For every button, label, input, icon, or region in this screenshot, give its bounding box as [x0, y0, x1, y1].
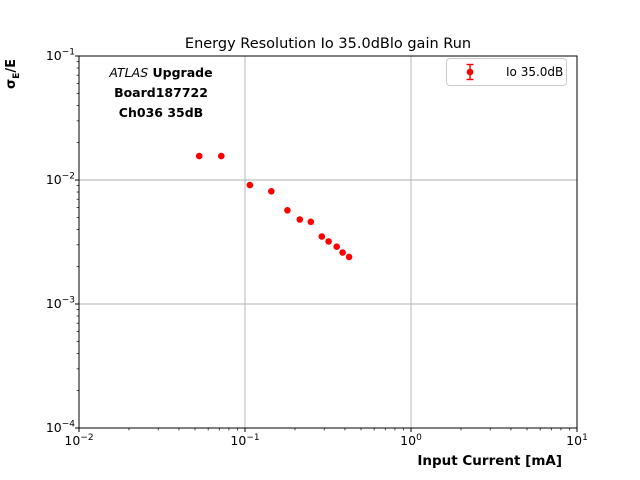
data-point — [307, 218, 315, 226]
x-tick-label: 10−2 — [64, 433, 94, 449]
y-tick-label: 10−2 — [45, 171, 75, 187]
y-tick-label: 10−1 — [45, 47, 75, 63]
data-point — [318, 233, 326, 240]
x-axis-label: Input Current [mA] — [417, 453, 562, 469]
data-point — [195, 152, 203, 160]
annotation-atlas-word: ATLAS — [109, 65, 149, 80]
x-tick-label: 10−1 — [230, 433, 260, 449]
y-axis-label-sigma: σ — [4, 78, 20, 89]
y-tick-label: 10−4 — [45, 419, 75, 435]
annotation-line-1: ATLAS Upgrade — [95, 63, 227, 83]
legend-label: Io 35.0dB — [506, 65, 564, 79]
y-axis-label-rest: /E — [4, 59, 20, 73]
data-point — [339, 249, 346, 256]
annotation-line-2: Board187722 — [114, 85, 208, 100]
x-tick-label: 101 — [566, 433, 588, 449]
y-axis-label: σE/E — [4, 59, 22, 89]
annotation-upgrade-word: Upgrade — [148, 65, 213, 80]
errorbar-marker-icon — [466, 63, 474, 81]
chart-title: Energy Resolution Io 35.0dBlo gain Run — [184, 36, 472, 52]
annotation-atlas: ATLAS Upgrade Board187722 Ch036 35dB — [95, 63, 227, 123]
x-tick-label: 100 — [400, 433, 422, 449]
data-point — [284, 207, 291, 214]
data-point — [325, 238, 332, 245]
data-point — [268, 188, 275, 195]
y-tick-label: 10−3 — [45, 295, 75, 311]
data-point — [333, 243, 341, 250]
data-point — [246, 181, 254, 189]
data-point — [218, 152, 225, 160]
axis-spines — [78, 55, 578, 429]
data-point — [345, 253, 353, 261]
y-axis-label-sub: E — [11, 72, 22, 79]
annotation-line-3: Ch036 35dB — [118, 105, 204, 120]
data-point — [296, 216, 304, 223]
legend: Io 35.0dB — [446, 58, 567, 86]
